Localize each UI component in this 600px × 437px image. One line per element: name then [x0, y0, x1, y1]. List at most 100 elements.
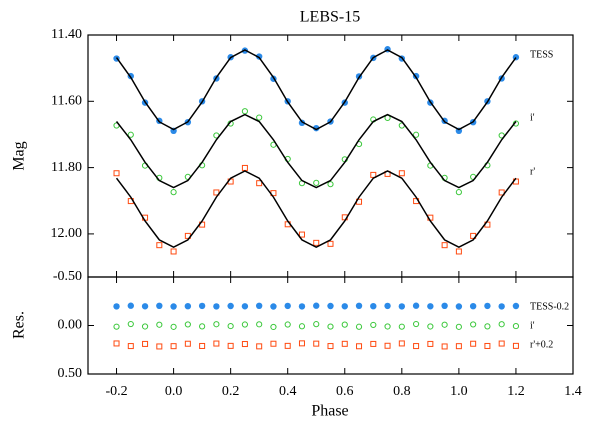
point: [170, 303, 177, 310]
point: [427, 323, 434, 330]
point: [127, 131, 134, 138]
point: [413, 343, 420, 350]
point: [184, 302, 192, 310]
point: [313, 302, 320, 309]
point: [498, 189, 505, 196]
point: [170, 323, 177, 330]
point: [298, 340, 305, 347]
point: [356, 343, 363, 350]
point: [441, 242, 448, 249]
point: [512, 342, 519, 349]
point: [256, 180, 263, 187]
point: [184, 321, 191, 328]
point: [298, 323, 306, 330]
point: [113, 170, 120, 177]
model-line: [115, 113, 517, 189]
point: [213, 321, 220, 328]
y-tick-label: 11.60: [51, 94, 82, 109]
point: [127, 343, 134, 350]
point: [156, 321, 163, 328]
point: [270, 340, 277, 347]
x-tick-label: 0.2: [222, 384, 240, 399]
point: [398, 340, 405, 347]
series-label: i': [530, 112, 535, 123]
y-axis-label: Mag: [11, 141, 28, 170]
series-label: TESS-0.2: [530, 301, 569, 312]
point: [113, 303, 120, 310]
point: [170, 343, 177, 350]
point: [127, 320, 134, 328]
point: [498, 321, 505, 328]
point: [255, 53, 263, 60]
point: [484, 323, 491, 330]
point: [370, 302, 377, 310]
point: [313, 124, 320, 132]
point: [355, 302, 363, 310]
point: [170, 248, 177, 255]
y-tick-label: -0.50: [53, 269, 82, 284]
point: [327, 240, 334, 247]
y-axis-label: Res.: [11, 311, 28, 339]
point: [455, 189, 462, 196]
point: [241, 321, 249, 328]
point: [127, 302, 134, 309]
point: [141, 303, 149, 310]
point: [441, 302, 448, 310]
series-label: TESS: [530, 49, 553, 60]
series-label: i': [530, 320, 535, 331]
point: [270, 323, 277, 331]
point: [498, 340, 505, 347]
point: [398, 170, 405, 177]
point: [256, 321, 263, 328]
y-tick-label: 11.80: [51, 160, 82, 175]
plot-frame: [87, 276, 574, 375]
point: [113, 323, 120, 330]
point: [199, 323, 206, 330]
point: [455, 303, 463, 310]
y-tick-label: 11.40: [51, 27, 82, 42]
point: [455, 323, 462, 330]
point: [298, 119, 306, 127]
series-label: r'+0.2: [530, 339, 553, 350]
point: [141, 323, 149, 330]
point: [313, 179, 320, 186]
point: [398, 303, 406, 310]
point: [199, 342, 206, 349]
point: [284, 342, 291, 349]
point: [227, 302, 234, 310]
point: [213, 303, 220, 310]
point: [327, 181, 334, 188]
point: [327, 323, 334, 330]
point: [455, 248, 462, 255]
point: [512, 322, 520, 330]
point: [469, 302, 477, 310]
x-tick-label: 1.4: [564, 384, 582, 399]
point: [256, 114, 263, 121]
point: [370, 321, 377, 329]
point: [412, 131, 420, 138]
model-line: [115, 170, 517, 249]
point: [355, 323, 363, 330]
point: [156, 343, 163, 350]
chart-title: LEBS-15: [300, 9, 360, 26]
point: [455, 343, 462, 350]
point: [313, 321, 320, 328]
point: [156, 302, 163, 310]
point: [241, 303, 249, 310]
point: [412, 302, 420, 309]
x-tick-label: 0.8: [393, 384, 411, 399]
point: [512, 120, 520, 127]
point: [384, 342, 391, 349]
point: [298, 303, 306, 310]
point: [441, 321, 448, 328]
point: [470, 321, 477, 328]
point: [184, 340, 191, 347]
point: [512, 302, 520, 310]
x-tick-label: 0.0: [165, 384, 183, 399]
x-tick-label: -0.2: [105, 384, 127, 399]
point: [384, 302, 391, 310]
series-label: r': [530, 166, 535, 177]
x-axis-label: Phase: [311, 403, 348, 420]
